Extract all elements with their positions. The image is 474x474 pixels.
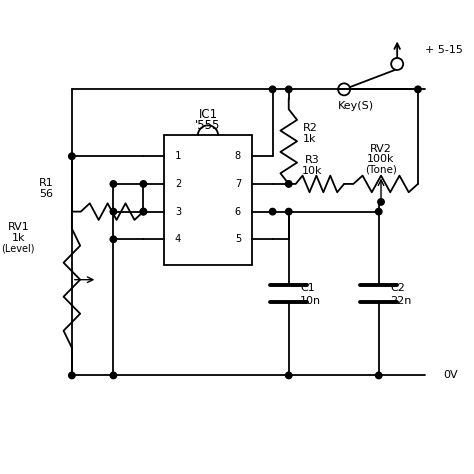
Circle shape xyxy=(69,372,75,379)
Circle shape xyxy=(378,199,384,205)
Text: 7: 7 xyxy=(235,179,241,189)
Circle shape xyxy=(285,181,292,187)
Bar xyxy=(164,136,252,264)
Circle shape xyxy=(285,209,292,215)
Text: IC1: IC1 xyxy=(199,108,218,121)
Circle shape xyxy=(140,209,146,215)
Circle shape xyxy=(110,372,117,379)
Text: R2: R2 xyxy=(302,123,318,133)
Text: 100k: 100k xyxy=(367,154,395,164)
Text: 8: 8 xyxy=(235,151,241,161)
Text: 1k: 1k xyxy=(302,135,316,145)
Circle shape xyxy=(69,153,75,159)
Text: 10k: 10k xyxy=(301,166,322,176)
Circle shape xyxy=(415,86,421,92)
Circle shape xyxy=(375,372,382,379)
Text: 56: 56 xyxy=(39,189,54,199)
Text: Key(S): Key(S) xyxy=(337,100,374,111)
Text: RV1: RV1 xyxy=(8,222,30,232)
Text: (Tone): (Tone) xyxy=(365,165,397,175)
Text: 22n: 22n xyxy=(390,296,411,306)
Circle shape xyxy=(110,236,117,243)
Text: 4: 4 xyxy=(175,234,181,244)
Text: 6: 6 xyxy=(235,207,241,217)
Text: (Level): (Level) xyxy=(0,243,34,253)
Circle shape xyxy=(140,181,146,187)
Text: 2: 2 xyxy=(175,179,181,189)
Text: RV2: RV2 xyxy=(370,144,392,154)
Circle shape xyxy=(285,86,292,92)
Text: R1: R1 xyxy=(39,178,54,188)
Text: '555: '555 xyxy=(195,119,221,132)
Circle shape xyxy=(269,209,276,215)
Text: 1k: 1k xyxy=(12,233,26,243)
Circle shape xyxy=(110,209,117,215)
Text: 1: 1 xyxy=(175,151,181,161)
Text: R3: R3 xyxy=(304,155,319,165)
Text: C1: C1 xyxy=(300,283,315,293)
Text: 3: 3 xyxy=(175,207,181,217)
Circle shape xyxy=(140,209,146,215)
Text: 0V: 0V xyxy=(443,370,458,381)
Text: + 5-15: + 5-15 xyxy=(425,45,463,55)
Text: C2: C2 xyxy=(390,283,405,293)
Circle shape xyxy=(375,209,382,215)
Text: 10n: 10n xyxy=(300,296,321,306)
Circle shape xyxy=(110,181,117,187)
Text: 5: 5 xyxy=(235,234,241,244)
Circle shape xyxy=(269,86,276,92)
Circle shape xyxy=(285,372,292,379)
